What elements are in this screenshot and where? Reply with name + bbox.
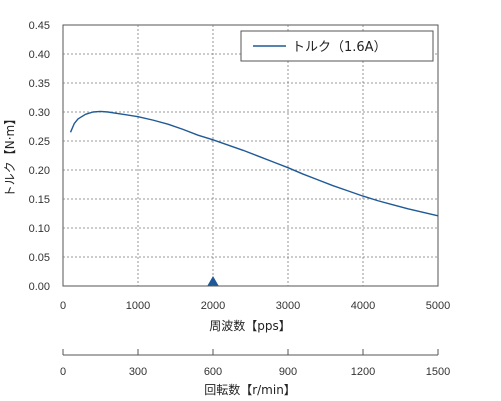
y-axis-title: トルク【N·m】 [3,113,17,197]
y-tick-label-9: 0.45 [29,20,50,32]
secondary-tick-label-2: 600 [204,366,222,378]
marker-group [207,276,219,286]
secondary-tick-label-3: 900 [279,366,297,378]
legend-label: トルク（1.6A） [292,40,387,55]
secondary-tick-label-0: 0 [60,366,66,378]
y-tick-label-8: 0.40 [29,49,50,61]
secondary-tick-label-1: 300 [129,366,147,378]
y-tick-label-0: 0.00 [29,281,50,293]
y-tick-label-5: 0.25 [29,136,50,148]
x-tick-label-2: 2000 [201,300,225,312]
x-tick-labels: 0 1000 2000 3000 4000 5000 [60,300,450,312]
y-tick-label-3: 0.15 [29,194,50,206]
x-tick-label-1: 1000 [126,300,150,312]
y-tick-label-7: 0.35 [29,78,50,90]
plot-area [62,24,439,287]
y-tick-label-1: 0.05 [29,252,50,264]
x-tick-label-5: 5000 [426,300,450,312]
x-axis-title: 周波数【pps】 [209,318,291,333]
x-tick-label-3: 3000 [276,300,300,312]
secondary-axis-title: 回転数【r/min】 [204,382,296,397]
legend: トルク（1.6A） [240,30,434,62]
marker-triangle [207,276,219,286]
x-tick-label-0: 0 [60,300,66,312]
y-tick-labels: 0.00 0.05 0.10 0.15 0.20 0.25 0.30 0.35 0.40 0.45 [29,20,50,293]
y-tick-label-2: 0.10 [29,223,50,235]
secondary-tick-label-5: 1500 [426,366,450,378]
secondary-axis: 0 300 600 900 1200 1500 回転数【r/min】 [60,349,450,397]
y-tick-label-4: 0.20 [29,165,50,177]
secondary-tick-label-4: 1200 [351,366,375,378]
series-group [69,110,439,217]
series-line-0 [69,110,439,217]
secondary-axis-ticks: 0 300 600 900 1200 1500 [60,349,450,378]
x-tick-label-4: 4000 [351,300,375,312]
y-tick-label-6: 0.30 [29,107,50,119]
